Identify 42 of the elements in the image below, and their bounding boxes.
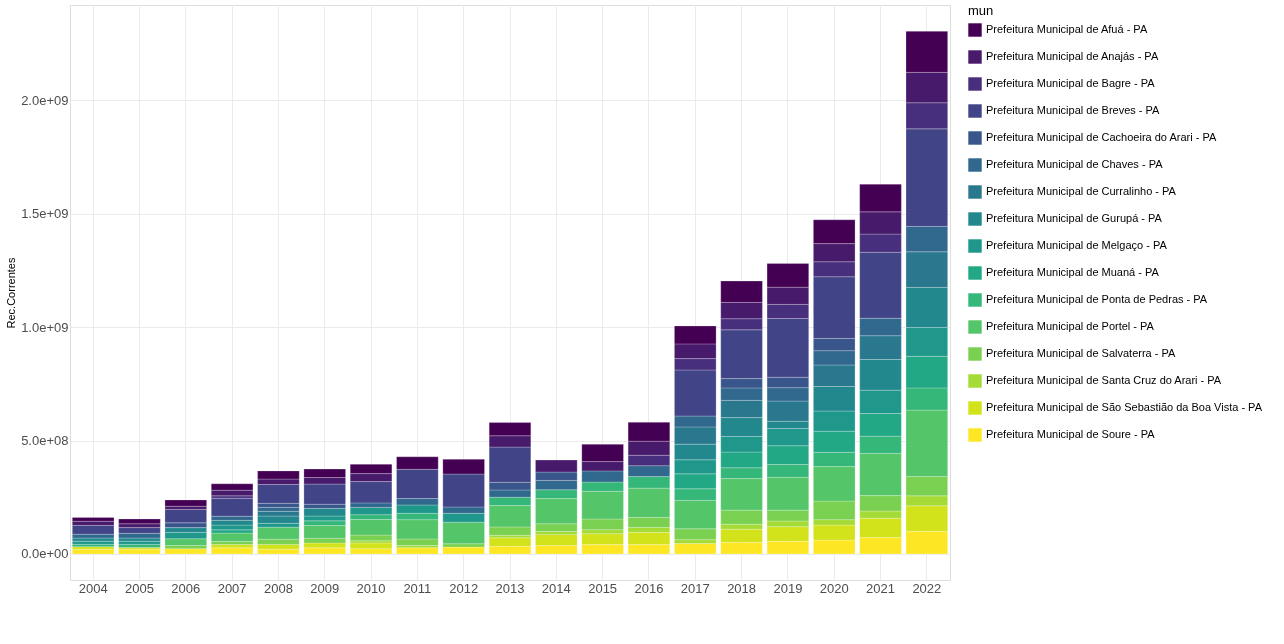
legend-label: Prefeitura Municipal de Portel - PA — [986, 320, 1155, 332]
x-tick-label: 2018 — [727, 580, 757, 596]
x-tick-label: 2012 — [449, 580, 479, 596]
y-tick-label: 2.0e+09 — [21, 92, 69, 108]
y-axis-title: Rec.Correntes — [5, 257, 18, 329]
legend-label: Prefeitura Municipal de Cachoeira do Arari - PA — [986, 131, 1217, 143]
y-tick-label: 0.0e+00 — [21, 546, 69, 562]
legend-label: Prefeitura Municipal de Gurupá - PA — [986, 212, 1163, 224]
x-tick-label: 2020 — [819, 580, 849, 596]
x-tick-label: 2007 — [217, 580, 247, 596]
x-tick-label: 2009 — [310, 580, 340, 596]
legend-label: Prefeitura Municipal de Bagre - PA — [986, 77, 1156, 89]
x-tick-label: 2014 — [541, 580, 571, 596]
legend-label: Prefeitura Municipal de Anajás - PA — [986, 50, 1159, 62]
y-tick-label: 5.0e+08 — [21, 433, 69, 448]
x-tick-label: 2010 — [356, 580, 386, 596]
x-tick-label: 2016 — [634, 580, 664, 596]
legend-label: Prefeitura Municipal de São Sebastião da Boa Vista - PA — [986, 401, 1263, 413]
y-tick-label: 1.5e+09 — [21, 206, 69, 222]
legend-label: Prefeitura Municipal de Chaves - PA — [986, 158, 1164, 170]
legend-label: Prefeitura Municipal de Ponta de Pedras - PA — [986, 293, 1208, 305]
x-tick-label: 2008 — [263, 580, 293, 596]
legend-label: Prefeitura Municipal de Salvaterra - PA — [986, 347, 1176, 359]
legend-label: Prefeitura Municipal de Breves - PA — [986, 104, 1161, 116]
legend-label: Prefeitura Municipal de Curralinho - PA — [986, 185, 1177, 197]
legend-label: Prefeitura Municipal de Santa Cruz do Arari - PA — [986, 374, 1222, 386]
x-tick-label: 2015 — [588, 580, 618, 596]
x-tick-label: 2006 — [171, 580, 201, 596]
x-tick-label: 2019 — [773, 580, 803, 596]
legend-label: Prefeitura Municipal de Soure - PA — [986, 428, 1156, 440]
legend-label: Prefeitura Municipal de Melgaço - PA — [986, 239, 1168, 251]
x-tick-label: 2022 — [912, 580, 942, 596]
x-tick-label: 2013 — [495, 580, 525, 596]
x-tick-label: 2005 — [125, 580, 154, 596]
x-tick-label: 2011 — [403, 580, 432, 596]
x-tick-label: 2021 — [866, 580, 895, 596]
x-tick-label: 2004 — [78, 580, 108, 596]
legend-label: Prefeitura Municipal de Afuá - PA — [986, 23, 1148, 35]
legend-label: Prefeitura Municipal de Muaná - PA — [986, 266, 1160, 278]
legend-title: mun — [968, 3, 994, 18]
y-tick-label: 1.0e+09 — [21, 319, 69, 335]
x-tick-label: 2017 — [680, 580, 710, 596]
